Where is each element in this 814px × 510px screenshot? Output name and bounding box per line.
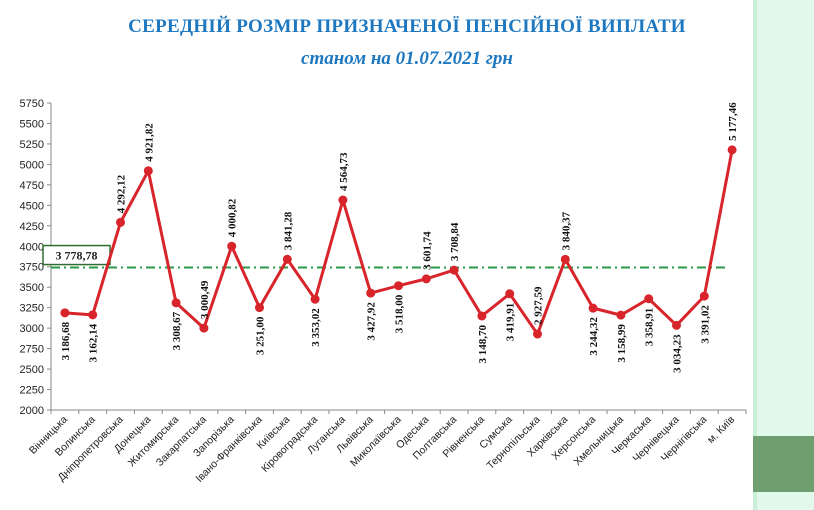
chart-subtitle: станом на 01.07.2021 грн bbox=[301, 48, 513, 69]
y-tick-label: 2000 bbox=[20, 405, 44, 417]
x-axis-labels: ВінницькаВолинськаДніпропетровськаДонець… bbox=[27, 413, 738, 484]
x-axis-label: м. Київ bbox=[705, 413, 737, 445]
data-point bbox=[310, 294, 320, 304]
data-label: 3 000,49 bbox=[199, 280, 211, 319]
data-label: 3 308,67 bbox=[171, 311, 183, 350]
data-point bbox=[421, 274, 431, 284]
data-point bbox=[727, 145, 737, 155]
data-label: 3 251,00 bbox=[255, 316, 267, 355]
data-point bbox=[588, 303, 598, 313]
y-tick-label: 5500 bbox=[20, 118, 44, 130]
data-point bbox=[116, 217, 125, 227]
data-point bbox=[477, 311, 487, 321]
data-label: 3 353,02 bbox=[310, 308, 322, 347]
data-point bbox=[560, 254, 570, 264]
data-label: 3 162,14 bbox=[88, 323, 100, 362]
data-label: 4 000,82 bbox=[227, 198, 239, 237]
y-tick-label: 3750 bbox=[20, 262, 44, 274]
y-tick-label: 3250 bbox=[20, 303, 44, 315]
data-point bbox=[143, 166, 153, 176]
y-tick-label: 3000 bbox=[20, 323, 44, 335]
y-tick-label: 3500 bbox=[20, 282, 44, 294]
side-decoration-band bbox=[753, 0, 814, 510]
y-tick-label: 2250 bbox=[20, 385, 44, 397]
data-point bbox=[171, 298, 181, 308]
data-label: 4 921,82 bbox=[143, 123, 155, 162]
y-axis-ticks: 2000 2250 2500 2750 3000 3250 3500 3750 4000 4250… bbox=[20, 98, 51, 417]
data-point bbox=[60, 308, 70, 318]
y-tick-label: 5000 bbox=[20, 159, 44, 171]
data-point bbox=[199, 323, 209, 333]
data-label: 3 841,28 bbox=[282, 211, 294, 250]
data-point bbox=[533, 329, 542, 339]
y-tick-label: 5250 bbox=[20, 139, 44, 151]
data-point bbox=[644, 294, 654, 304]
data-label: 5 177,46 bbox=[727, 102, 739, 141]
y-tick-label: 2750 bbox=[20, 344, 44, 356]
data-point bbox=[366, 288, 376, 298]
data-label: 3 391,02 bbox=[699, 305, 711, 344]
average-label: 3 778,78 bbox=[56, 249, 98, 263]
data-label: 3 518,00 bbox=[394, 294, 406, 333]
y-tick-label: 4500 bbox=[20, 200, 44, 212]
data-point bbox=[227, 241, 237, 251]
reference-line: 3 778,78 bbox=[42, 244, 726, 269]
data-point bbox=[394, 281, 403, 291]
data-label: 3 840,37 bbox=[560, 211, 572, 250]
side-decoration-stripe bbox=[753, 0, 757, 510]
data-point bbox=[338, 195, 348, 205]
data-label: 4 564,73 bbox=[338, 152, 350, 191]
data-label: 3 601,74 bbox=[421, 231, 433, 270]
data-point bbox=[88, 310, 98, 320]
data-point bbox=[282, 254, 292, 264]
data-label: 3 419,91 bbox=[505, 303, 517, 342]
y-tick-label: 4000 bbox=[20, 241, 44, 253]
y-tick-label: 2500 bbox=[20, 364, 44, 376]
y-tick-label: 5750 bbox=[20, 98, 44, 110]
data-point bbox=[699, 291, 709, 301]
chart-title: СЕРЕДНІЙ РОЗМІР ПРИЗНАЧЕНОЇ ПЕНСІЙНОЇ ВИ… bbox=[128, 16, 686, 37]
data-label: 3 158,99 bbox=[616, 324, 628, 363]
data-label: 3 427,92 bbox=[366, 302, 378, 341]
data-label: 3 034,23 bbox=[672, 334, 684, 373]
data-label: 3 708,84 bbox=[449, 222, 461, 261]
y-tick-label: 4750 bbox=[20, 180, 44, 192]
side-decoration-block bbox=[753, 436, 814, 492]
y-tick-label: 4250 bbox=[20, 221, 44, 233]
data-label: 3 148,70 bbox=[477, 324, 489, 363]
data-point bbox=[255, 303, 264, 313]
data-points bbox=[60, 145, 737, 339]
data-point bbox=[505, 289, 515, 299]
data-label: 3 244,32 bbox=[588, 317, 600, 356]
data-point bbox=[672, 320, 681, 330]
data-label: 3 186,68 bbox=[60, 321, 72, 360]
data-label: 2 927,59 bbox=[533, 286, 545, 325]
data-label: 3 358,91 bbox=[644, 308, 656, 347]
data-point bbox=[616, 310, 626, 320]
data-labels: 3 186,68 3 162,14 4 292,12 4 921,82 3 308,67… bbox=[60, 102, 739, 373]
data-point bbox=[449, 265, 459, 275]
data-label: 4 292,12 bbox=[116, 174, 128, 213]
